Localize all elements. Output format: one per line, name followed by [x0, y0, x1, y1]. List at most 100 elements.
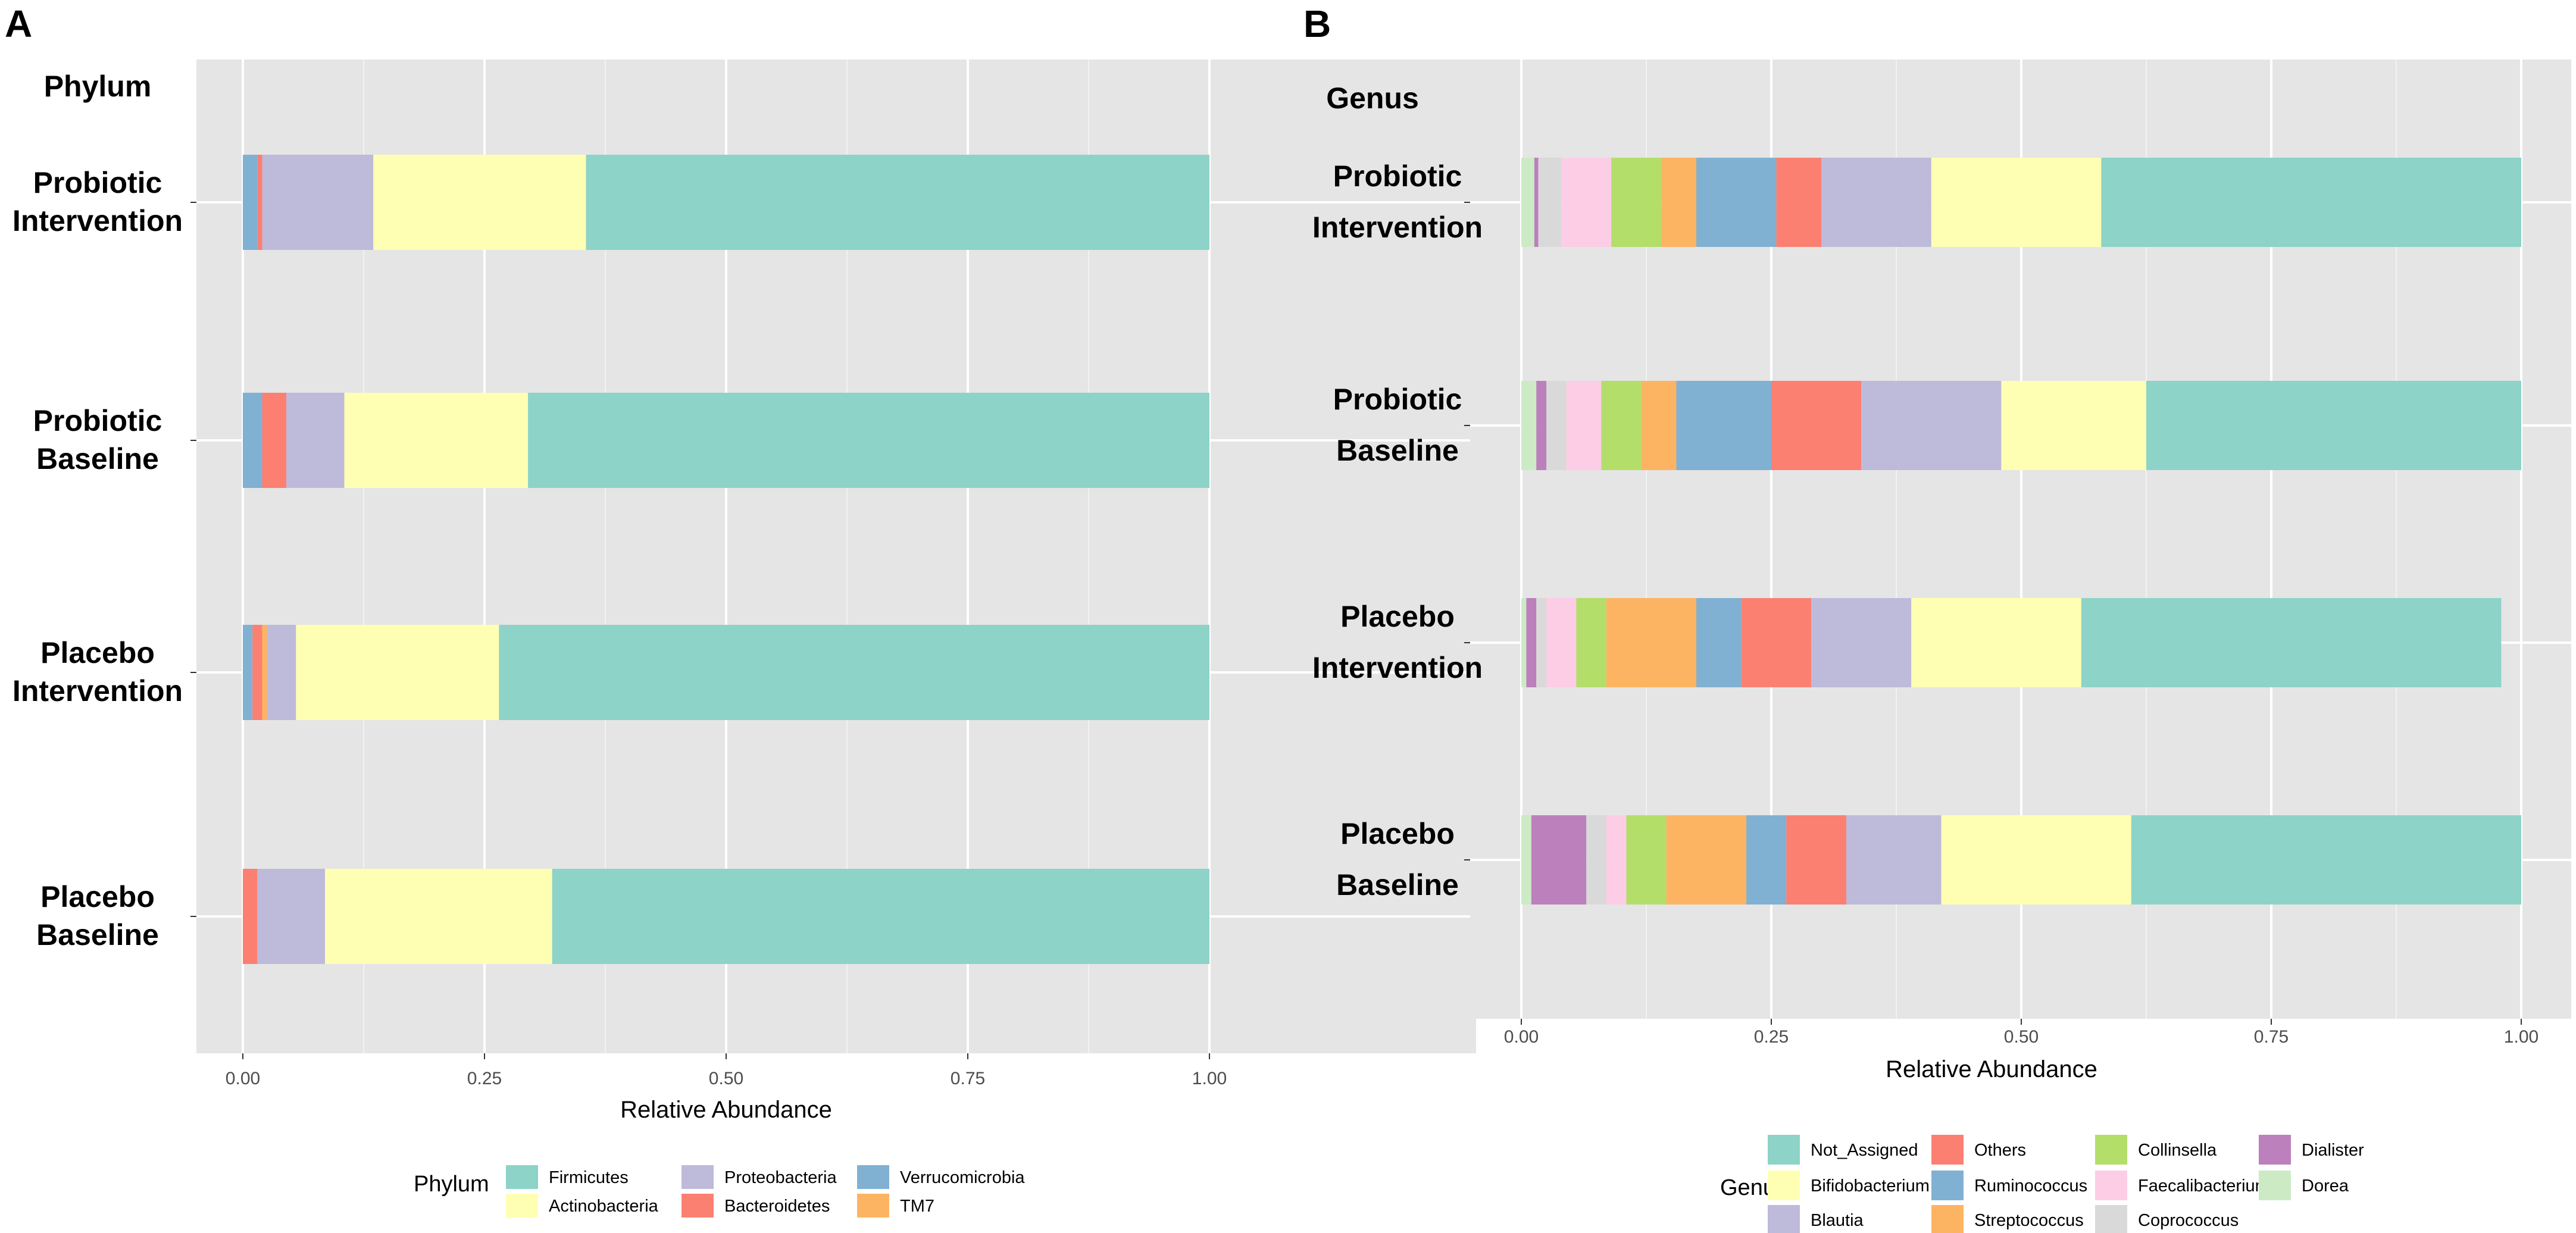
bar-segment-dialister-placebo-intervention	[1526, 598, 1537, 687]
category-label-probiotic-intervention-line2: Intervention	[1312, 211, 1483, 244]
legend-label-verrucomicrobia: Verrucomicrobia	[900, 1168, 1025, 1187]
legend-label-collinsella: Collinsella	[2138, 1141, 2217, 1160]
legend-swatch-collinsella	[2095, 1135, 2127, 1165]
legend-label-bacteroidetes: Bacteroidetes	[724, 1197, 830, 1216]
bar-segment-not-assigned-placebo-intervention	[2081, 598, 2502, 687]
bar-segment-ruminococcus-probiotic-baseline	[1676, 381, 1771, 470]
bar-segment-firmicutes-probiotic-intervention	[586, 155, 1209, 250]
bar-segment-dorea-probiotic-intervention	[1521, 158, 1534, 247]
category-label-placebo-baseline-line2: Baseline	[1336, 868, 1459, 902]
legend-label-faecalibacterium: Faecalibacterium	[2138, 1176, 2269, 1196]
bar-segment-ruminococcus-placebo-intervention	[1696, 598, 1742, 687]
bar-segment-actinobacteria-placebo-baseline	[325, 869, 552, 964]
group-label: Phylum	[44, 70, 152, 103]
legend-label-firmicutes: Firmicutes	[549, 1168, 629, 1187]
x-tick-label: 0.25	[1754, 1027, 1789, 1047]
bar-segment-coprococcus-probiotic-intervention	[1538, 158, 1562, 247]
bar-segment-blautia-probiotic-baseline	[1861, 381, 2002, 470]
bar-segment-streptococcus-probiotic-baseline	[1641, 381, 1677, 470]
panel-b: B Probiotic Intervention Probiotic Baseline P…	[1303, 2, 2571, 1233]
bar-segment-blautia-probiotic-intervention	[1821, 158, 1931, 247]
bar-segment-bifidobacterium-placebo-baseline	[1941, 815, 2131, 905]
bar-segment-blautia-placebo-baseline	[1846, 815, 1942, 905]
category-label-placebo-intervention-line1: Placebo	[1340, 600, 1455, 633]
x-tick-label: 0.75	[951, 1069, 985, 1088]
legend-swatch-dorea	[2259, 1171, 2291, 1200]
legend-swatch-proteobacteria	[681, 1165, 714, 1189]
bar-segment-firmicutes-probiotic-baseline	[528, 393, 1209, 488]
legend-swatch-verrucomicrobia	[857, 1165, 889, 1189]
legend-label-ruminococcus: Ruminococcus	[1974, 1176, 2087, 1196]
bar-segment-others-placebo-intervention	[1741, 598, 1812, 687]
panel-a: A Probiotic Intervention Probiotic Baseline P…	[5, 2, 1476, 1218]
category-label-probiotic-intervention-line2: Intervention	[12, 204, 183, 237]
bar-segment-proteobacteria-probiotic-intervention	[262, 155, 374, 250]
bar-segment-collinsella-probiotic-intervention	[1611, 158, 1662, 247]
x-tick-label: 0.50	[709, 1069, 743, 1088]
bar-segment-bacteroidetes-probiotic-baseline	[262, 393, 287, 488]
category-label-probiotic-baseline-line2: Baseline	[36, 442, 159, 475]
bar-segment-verrucomicrobia-placebo-intervention	[243, 625, 253, 720]
legend-swatch-firmicutes	[506, 1165, 538, 1189]
bar-segment-proteobacteria-probiotic-baseline	[286, 393, 345, 488]
category-label-probiotic-intervention-line1: Probiotic	[33, 166, 162, 199]
bar-segment-firmicutes-placebo-intervention	[499, 625, 1209, 720]
legend-label-bifidobacterium: Bifidobacterium	[1811, 1176, 1930, 1196]
bar-segment-others-placebo-baseline	[1786, 815, 1846, 905]
x-tick-label: 0.25	[467, 1069, 502, 1088]
bar-segment-dialister-probiotic-intervention	[1534, 158, 1539, 247]
bar-segment-faecalibacterium-placebo-baseline	[1606, 815, 1627, 905]
bar-segment-actinobacteria-probiotic-intervention	[373, 155, 586, 250]
legend-label-tm7: TM7	[900, 1197, 934, 1216]
legend-title: Phylum	[414, 1172, 489, 1197]
x-axis-title: Relative Abundance	[620, 1097, 832, 1123]
x-tick-label: 0.00	[226, 1069, 260, 1088]
category-label-placebo-baseline-line1: Placebo	[40, 880, 155, 913]
bar-segment-collinsella-placebo-intervention	[1576, 598, 1606, 687]
bar-segment-ruminococcus-probiotic-intervention	[1696, 158, 1777, 247]
panel-letter-a: A	[5, 2, 32, 45]
legend-swatch-not-assigned	[1768, 1135, 1800, 1165]
group-label: Genus	[1326, 82, 1419, 115]
legend-swatch-dialister	[2259, 1135, 2291, 1165]
x-tick-label: 0.00	[1504, 1027, 1539, 1047]
bar-segment-verrucomicrobia-probiotic-baseline	[243, 393, 262, 488]
legend-label-blautia: Blautia	[1811, 1211, 1864, 1230]
legend-label-actinobacteria: Actinobacteria	[549, 1197, 659, 1216]
category-label-probiotic-baseline-line1: Probiotic	[1333, 383, 1462, 416]
bar-segment-faecalibacterium-probiotic-intervention	[1561, 158, 1612, 247]
legend-label-not-assigned: Not_Assigned	[1811, 1141, 1918, 1160]
legend-label-proteobacteria: Proteobacteria	[724, 1168, 837, 1187]
bar-segment-coprococcus-placebo-intervention	[1536, 598, 1546, 687]
bar-segment-bifidobacterium-probiotic-intervention	[1931, 158, 2102, 247]
legend-swatch-coprococcus	[2095, 1205, 2127, 1233]
bar-segment-tm7-placebo-intervention	[262, 625, 267, 720]
legend-swatch-ruminococcus	[1931, 1171, 1964, 1200]
legend-label-dorea: Dorea	[2302, 1176, 2349, 1196]
bar-segment-collinsella-probiotic-baseline	[1601, 381, 1642, 470]
bar-segment-firmicutes-placebo-baseline	[552, 869, 1210, 964]
bar-segment-not-assigned-probiotic-baseline	[2146, 381, 2521, 470]
bar-segment-blautia-placebo-intervention	[1811, 598, 1912, 687]
panel-letter-b: B	[1303, 2, 1331, 45]
bar-segment-coprococcus-placebo-baseline	[1586, 815, 1606, 905]
x-tick-label: 1.00	[2504, 1027, 2539, 1047]
bar-segment-actinobacteria-probiotic-baseline	[344, 393, 529, 488]
bar-segment-dialister-probiotic-baseline	[1536, 381, 1546, 470]
bar-segment-ruminococcus-placebo-baseline	[1746, 815, 1787, 905]
legend-swatch-faecalibacterium	[2095, 1171, 2127, 1200]
bar-segment-dialister-placebo-baseline	[1531, 815, 1587, 905]
category-label-placebo-baseline-line1: Placebo	[1340, 817, 1455, 850]
bar-segment-streptococcus-placebo-baseline	[1666, 815, 1746, 905]
category-label-probiotic-intervention-line1: Probiotic	[1333, 159, 1462, 193]
bar-segment-dorea-placebo-baseline	[1521, 815, 1531, 905]
legend-swatch-streptococcus	[1931, 1205, 1964, 1233]
legend-swatch-others	[1931, 1135, 1964, 1165]
bar-segment-not-assigned-probiotic-intervention	[2101, 158, 2521, 247]
bar-segment-bacteroidetes-placebo-intervention	[252, 625, 262, 720]
bar-segment-bifidobacterium-placebo-intervention	[1911, 598, 2081, 687]
bar-segment-bacteroidetes-probiotic-intervention	[257, 155, 262, 250]
legend-label-streptococcus: Streptococcus	[1974, 1211, 2084, 1230]
bar-segment-bacteroidetes-placebo-baseline	[243, 869, 258, 964]
